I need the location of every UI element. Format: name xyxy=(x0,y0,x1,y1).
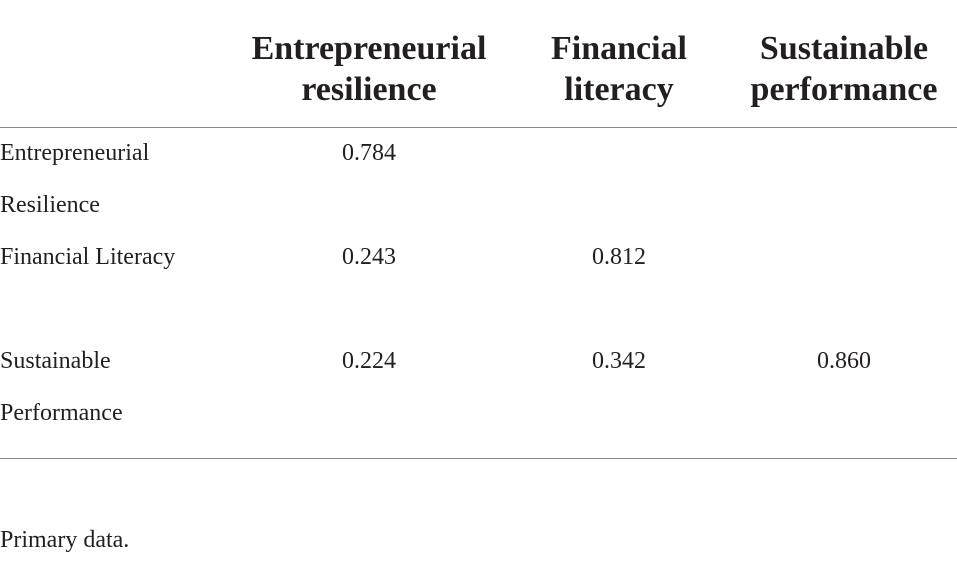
cell-value: 0.224 xyxy=(342,348,396,374)
row-label: Financial Literacy xyxy=(0,244,176,270)
column-header: Financial literacy xyxy=(550,30,688,108)
header-rule xyxy=(0,127,957,128)
cell-value: 0.860 xyxy=(817,348,871,374)
row-label: Sustainable Performance xyxy=(0,348,123,426)
footnote: Primary data. xyxy=(0,527,130,553)
cell-value: 0.784 xyxy=(342,140,396,166)
row-label: Entrepreneurial Resilience xyxy=(0,140,150,218)
bottom-rule xyxy=(0,458,957,459)
cell-value: 0.243 xyxy=(342,244,396,270)
column-header: Entrepreneurial resilience xyxy=(251,30,487,108)
column-header: Sustainable performance xyxy=(750,30,938,108)
cell-value: 0.342 xyxy=(592,348,646,374)
cell-value: 0.812 xyxy=(592,244,646,270)
